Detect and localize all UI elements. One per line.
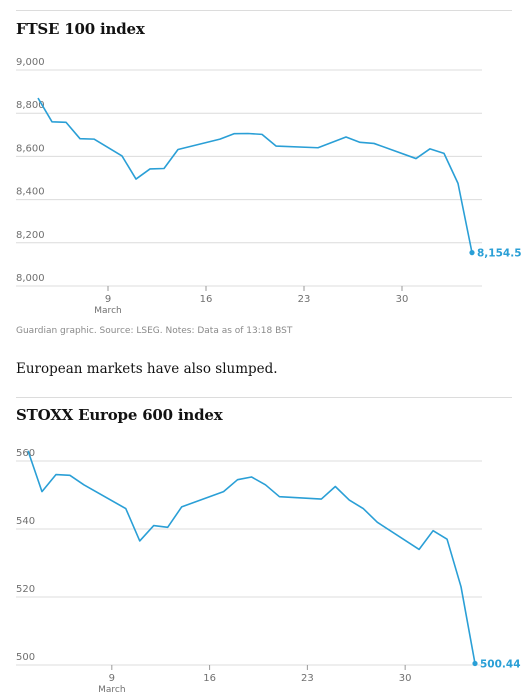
ftse-end-point — [469, 250, 475, 256]
stoxx-x-month-label: March — [98, 685, 125, 695]
ftse-x-tick-label: 30 — [396, 294, 409, 305]
ftse-y-tick-label: 8,000 — [16, 273, 45, 284]
source-note: Guardian graphic. Source: LSEG. Notes: D… — [16, 326, 293, 336]
ftse-series-line — [37, 97, 473, 253]
stoxx-series-line — [27, 450, 476, 664]
stoxx-y-tick-label: 540 — [16, 516, 35, 527]
ftse-x-tick-label: 16 — [200, 294, 213, 305]
top-divider — [16, 10, 512, 11]
stoxx-y-tick-label: 520 — [16, 584, 35, 595]
ftse-y-tick-label: 8,800 — [16, 100, 45, 111]
ftse-y-tick-label: 9,000 — [16, 57, 45, 68]
ftse-end-value-label: 8,154.56 — [477, 248, 522, 260]
stoxx-end-point — [472, 660, 478, 667]
stoxx-y-tick-label: 560 — [16, 448, 35, 459]
ftse-x-tick-label: 23 — [298, 294, 311, 305]
stoxx-x-tick-label: 16 — [203, 673, 216, 684]
bridge-paragraph: European markets have also slumped. — [16, 361, 278, 377]
stoxx-chart-title: STOXX Europe 600 index — [16, 406, 223, 424]
ftse-x-tick-label: 9 — [105, 294, 111, 305]
stoxx-y-tick-label: 500 — [16, 652, 35, 663]
section-divider — [16, 397, 512, 398]
ftse-y-tick-label: 8,200 — [16, 230, 45, 241]
ftse-x-month-label: March — [94, 306, 121, 316]
stoxx-x-tick-label: 9 — [109, 673, 115, 684]
stoxx-x-tick-label: 30 — [399, 673, 412, 684]
ftse-y-tick-label: 8,600 — [16, 143, 45, 154]
ftse-chart-title: FTSE 100 index — [16, 20, 145, 38]
ftse-y-tick-label: 8,400 — [16, 187, 45, 198]
stoxx-x-tick-label: 23 — [301, 673, 314, 684]
stoxx-end-value-label: 500.44 — [480, 659, 521, 671]
